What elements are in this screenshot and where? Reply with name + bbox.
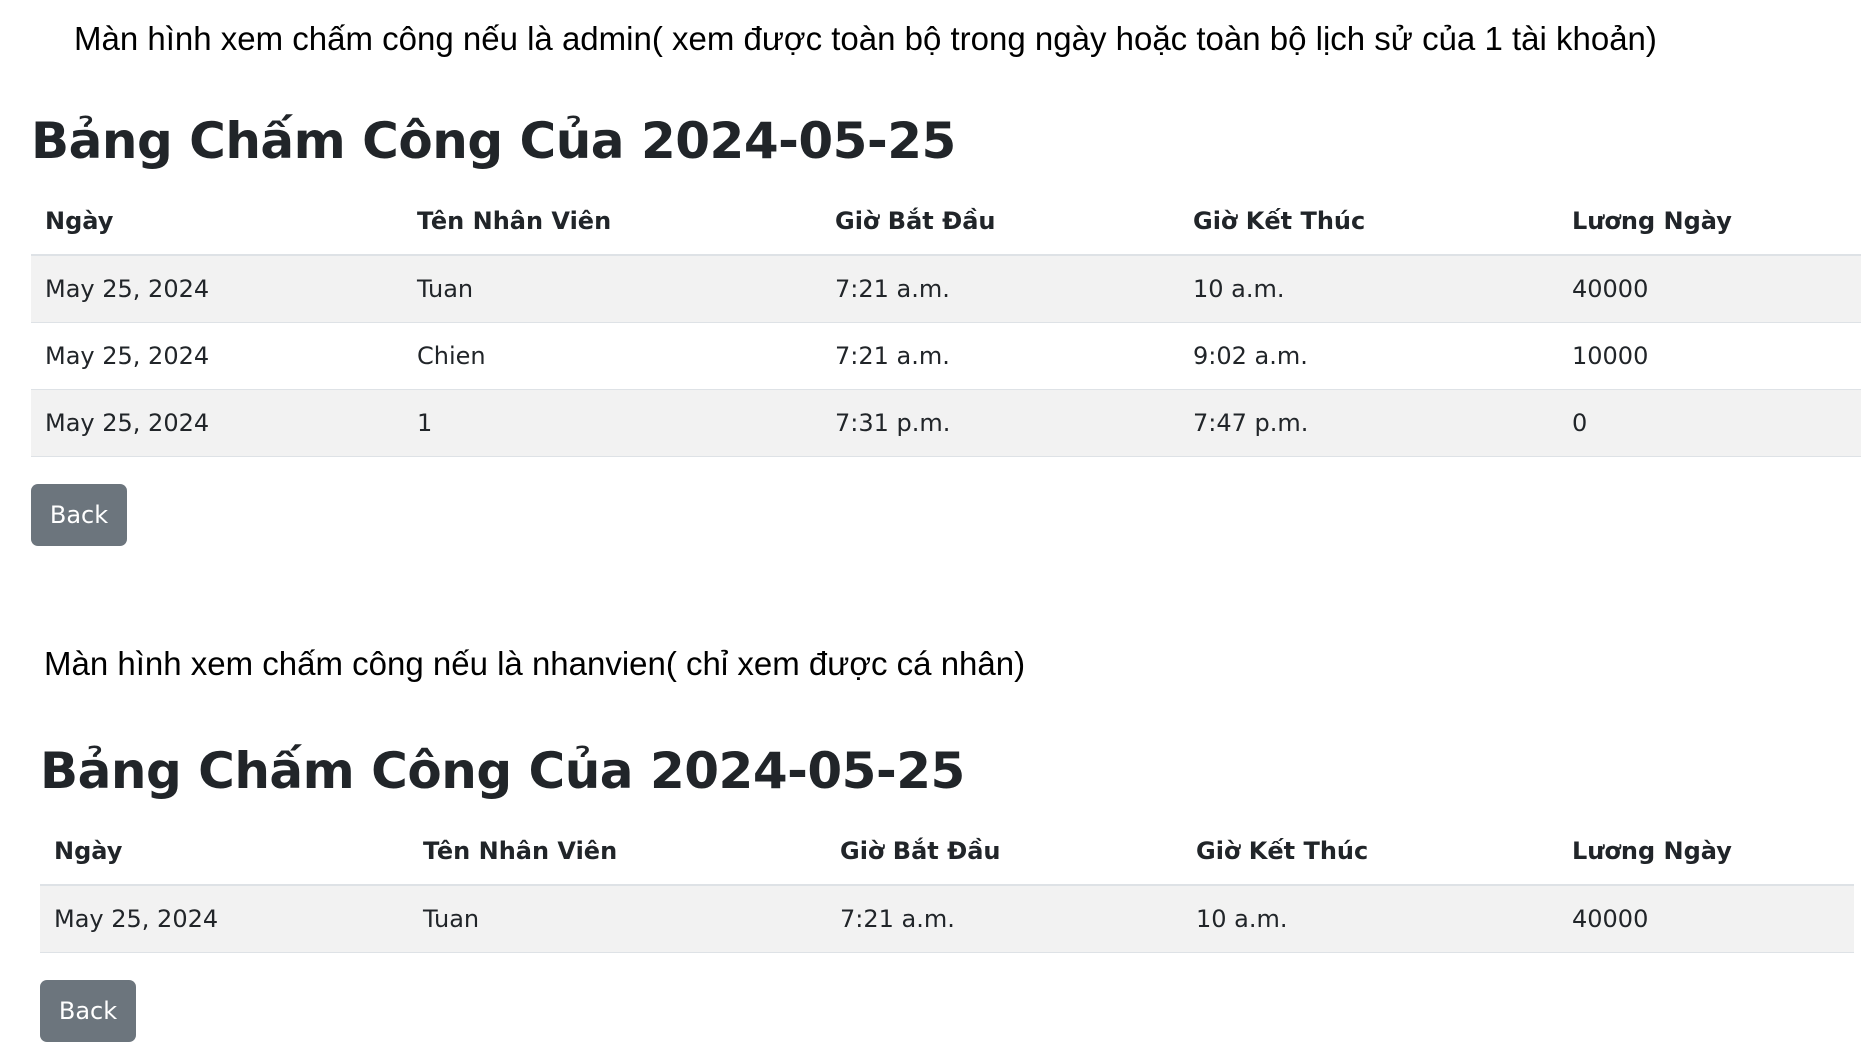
column-header-date: Ngày — [31, 188, 403, 256]
employee-caption: Màn hình xem chấm công nếu là nhanvien( … — [44, 645, 1026, 682]
cell-start-time: 7:31 p.m. — [821, 389, 1179, 457]
cell-employee-name: Tuan — [409, 885, 826, 953]
cell-start-time: 7:21 a.m. — [821, 322, 1179, 390]
cell-end-time: 9:02 a.m. — [1179, 322, 1558, 390]
table-row: May 25, 2024 Chien 7:21 a.m. 9:02 a.m. 1… — [31, 322, 1861, 390]
column-header-daily-wage: Lương Ngày — [1558, 818, 1854, 886]
admin-back-button[interactable]: Back — [31, 484, 127, 546]
column-header-date: Ngày — [40, 818, 409, 886]
admin-timesheet-table: Ngày Tên Nhân Viên Giờ Bắt Đầu Giờ Kết T… — [31, 188, 1861, 457]
cell-start-time: 7:21 a.m. — [821, 255, 1179, 323]
table-header-row: Ngày Tên Nhân Viên Giờ Bắt Đầu Giờ Kết T… — [31, 188, 1861, 256]
admin-timesheet-panel: Bảng Chấm Công Của 2024-05-25 Ngày Tên N… — [31, 108, 1861, 546]
cell-date: May 25, 2024 — [31, 322, 403, 390]
admin-caption: Màn hình xem chấm công nếu là admin( xem… — [74, 20, 1657, 57]
column-header-end-time: Giờ Kết Thúc — [1182, 818, 1558, 886]
column-header-start-time: Giờ Bắt Đầu — [821, 188, 1179, 256]
employee-timesheet-table: Ngày Tên Nhân Viên Giờ Bắt Đầu Giờ Kết T… — [40, 818, 1854, 953]
table-row: May 25, 2024 Tuan 7:21 a.m. 10 a.m. 4000… — [40, 885, 1854, 953]
admin-page-title: Bảng Chấm Công Của 2024-05-25 — [31, 112, 956, 170]
column-header-daily-wage: Lương Ngày — [1558, 188, 1861, 256]
cell-daily-wage: 40000 — [1558, 885, 1854, 953]
cell-start-time: 7:21 a.m. — [826, 885, 1182, 953]
cell-date: May 25, 2024 — [40, 885, 409, 953]
table-row: May 25, 2024 1 7:31 p.m. 7:47 p.m. 0 — [31, 389, 1861, 457]
cell-end-time: 7:47 p.m. — [1179, 389, 1558, 457]
column-header-end-time: Giờ Kết Thúc — [1179, 188, 1558, 256]
employee-back-button[interactable]: Back — [40, 980, 136, 1042]
cell-end-time: 10 a.m. — [1182, 885, 1558, 953]
table-row: May 25, 2024 Tuan 7:21 a.m. 10 a.m. 4000… — [31, 255, 1861, 323]
cell-end-time: 10 a.m. — [1179, 255, 1558, 323]
column-header-start-time: Giờ Bắt Đầu — [826, 818, 1182, 886]
cell-employee-name: Tuan — [403, 255, 821, 323]
employee-timesheet-panel: Bảng Chấm Công Của 2024-05-25 Ngày Tên N… — [40, 738, 1854, 1042]
table-header-row: Ngày Tên Nhân Viên Giờ Bắt Đầu Giờ Kết T… — [40, 818, 1854, 886]
cell-employee-name: Chien — [403, 322, 821, 390]
cell-date: May 25, 2024 — [31, 389, 403, 457]
cell-daily-wage: 40000 — [1558, 255, 1861, 323]
cell-daily-wage: 10000 — [1558, 322, 1861, 390]
cell-date: May 25, 2024 — [31, 255, 403, 323]
cell-daily-wage: 0 — [1558, 389, 1861, 457]
employee-page-title: Bảng Chấm Công Của 2024-05-25 — [40, 742, 965, 800]
cell-employee-name: 1 — [403, 389, 821, 457]
column-header-employee-name: Tên Nhân Viên — [403, 188, 821, 256]
column-header-employee-name: Tên Nhân Viên — [409, 818, 826, 886]
